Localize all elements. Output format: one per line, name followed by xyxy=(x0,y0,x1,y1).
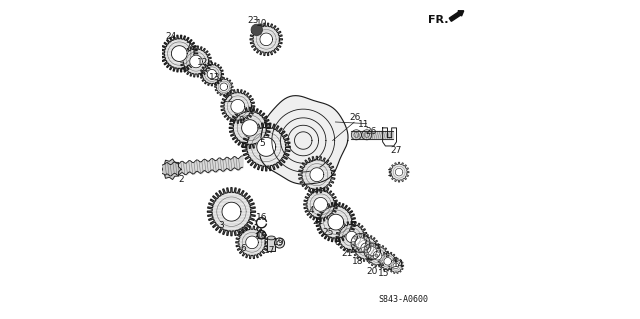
Polygon shape xyxy=(367,247,377,256)
Polygon shape xyxy=(189,55,202,68)
Polygon shape xyxy=(257,137,276,156)
Text: FR.: FR. xyxy=(428,15,448,26)
Polygon shape xyxy=(221,89,255,123)
Polygon shape xyxy=(366,244,389,267)
Polygon shape xyxy=(314,197,328,211)
Text: 13: 13 xyxy=(209,73,221,82)
Polygon shape xyxy=(310,168,324,182)
Polygon shape xyxy=(259,96,348,184)
Polygon shape xyxy=(250,23,282,56)
Polygon shape xyxy=(351,234,370,252)
Polygon shape xyxy=(220,83,228,91)
Polygon shape xyxy=(355,238,365,248)
Polygon shape xyxy=(200,63,223,86)
Text: 16: 16 xyxy=(256,212,268,222)
Polygon shape xyxy=(161,35,198,72)
Polygon shape xyxy=(328,214,344,230)
Polygon shape xyxy=(353,235,380,262)
Circle shape xyxy=(354,236,356,239)
Text: 23: 23 xyxy=(247,17,259,26)
Polygon shape xyxy=(229,108,270,148)
Text: 17: 17 xyxy=(264,246,276,255)
Circle shape xyxy=(364,247,367,250)
Polygon shape xyxy=(222,202,241,221)
Text: 14: 14 xyxy=(393,260,404,269)
Polygon shape xyxy=(336,221,367,253)
Polygon shape xyxy=(396,168,403,176)
Polygon shape xyxy=(361,243,371,253)
Polygon shape xyxy=(346,231,357,243)
Circle shape xyxy=(371,256,374,259)
Polygon shape xyxy=(161,159,181,180)
Circle shape xyxy=(364,236,367,239)
Polygon shape xyxy=(207,69,216,79)
Circle shape xyxy=(359,249,362,252)
Text: 6: 6 xyxy=(241,244,246,253)
Polygon shape xyxy=(242,123,291,171)
Polygon shape xyxy=(393,263,399,269)
Polygon shape xyxy=(384,257,392,265)
Circle shape xyxy=(371,243,374,246)
Text: 24: 24 xyxy=(165,32,177,41)
Text: 12: 12 xyxy=(196,58,208,67)
Text: 26: 26 xyxy=(349,113,361,122)
Text: 7: 7 xyxy=(185,42,191,51)
Ellipse shape xyxy=(268,236,275,240)
Circle shape xyxy=(275,238,285,248)
Text: 21: 21 xyxy=(341,249,352,258)
Circle shape xyxy=(366,245,369,248)
Circle shape xyxy=(277,241,282,246)
Text: S843-A0600: S843-A0600 xyxy=(378,295,429,304)
Polygon shape xyxy=(241,120,258,136)
Polygon shape xyxy=(172,46,187,62)
Circle shape xyxy=(351,241,355,244)
Text: 5: 5 xyxy=(260,138,266,148)
Circle shape xyxy=(251,24,262,35)
Polygon shape xyxy=(303,187,338,221)
Polygon shape xyxy=(373,251,382,260)
Circle shape xyxy=(377,250,380,253)
Text: 27: 27 xyxy=(390,145,401,154)
Text: 19: 19 xyxy=(273,239,284,248)
Polygon shape xyxy=(214,78,233,96)
Text: 20: 20 xyxy=(367,267,378,276)
Polygon shape xyxy=(388,258,404,273)
Polygon shape xyxy=(378,252,397,271)
Circle shape xyxy=(354,247,356,250)
Text: 8: 8 xyxy=(335,238,340,247)
Circle shape xyxy=(376,255,378,257)
Text: 1: 1 xyxy=(387,169,393,178)
Circle shape xyxy=(376,245,378,248)
Text: 22: 22 xyxy=(222,95,234,104)
Text: 3: 3 xyxy=(218,221,224,230)
Circle shape xyxy=(359,234,362,237)
Text: 10: 10 xyxy=(256,19,268,28)
Polygon shape xyxy=(207,188,255,236)
Text: 15: 15 xyxy=(378,269,389,278)
Text: 18: 18 xyxy=(351,257,363,266)
Circle shape xyxy=(366,241,369,244)
Polygon shape xyxy=(316,202,356,242)
Text: 26: 26 xyxy=(365,127,377,136)
Text: 16: 16 xyxy=(256,233,268,241)
Text: 4: 4 xyxy=(308,206,314,215)
Text: 21: 21 xyxy=(312,217,324,226)
Polygon shape xyxy=(231,100,244,113)
Text: 25: 25 xyxy=(322,228,333,237)
Bar xyxy=(268,238,275,250)
Circle shape xyxy=(366,255,369,257)
Text: 2: 2 xyxy=(179,174,184,184)
Polygon shape xyxy=(260,33,273,46)
Polygon shape xyxy=(364,243,380,259)
Polygon shape xyxy=(246,236,259,249)
Polygon shape xyxy=(180,46,212,77)
FancyArrow shape xyxy=(449,11,464,21)
Polygon shape xyxy=(389,162,409,182)
Text: 11: 11 xyxy=(358,120,369,129)
Circle shape xyxy=(365,250,367,253)
Polygon shape xyxy=(298,156,335,193)
Text: 9: 9 xyxy=(238,116,244,125)
Polygon shape xyxy=(236,226,268,259)
